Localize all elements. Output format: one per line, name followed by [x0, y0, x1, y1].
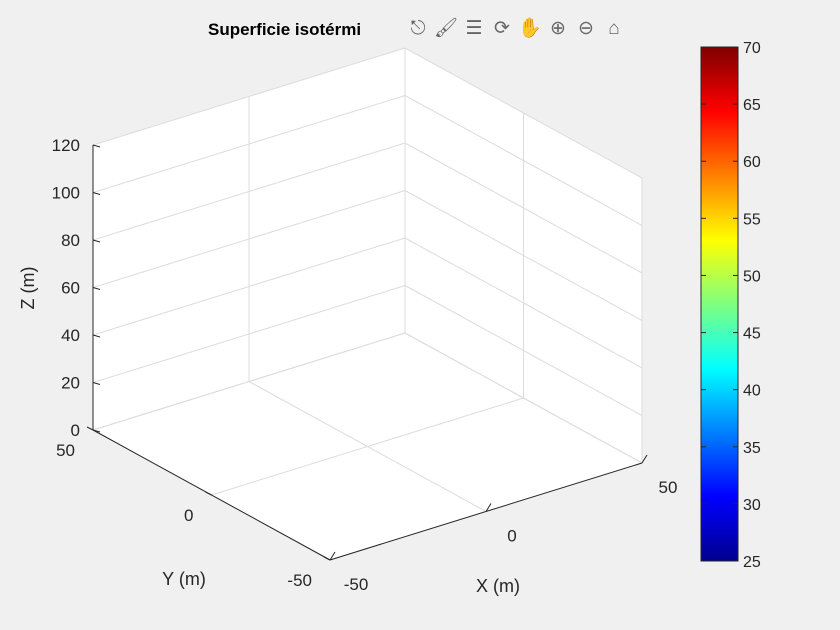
z-tick-label: 20: [61, 374, 80, 393]
z-tick: [92, 239, 101, 243]
rotate-icon[interactable]: ⟳: [494, 18, 510, 39]
colorbar-tick-label: 60: [743, 154, 761, 171]
x-tick: [485, 503, 492, 512]
home-icon[interactable]: ⌂: [608, 18, 620, 39]
colorbar-tick-label: 25: [743, 554, 761, 571]
colorbar-tick-label: 35: [743, 440, 761, 457]
colorbar-tick-label: 50: [743, 268, 761, 285]
datatip-icon[interactable]: ☰: [465, 18, 483, 39]
z-tick-label: 120: [52, 136, 80, 155]
zoom-out-icon[interactable]: ⊖: [578, 18, 594, 39]
z-axis-label: Z (m): [18, 267, 38, 310]
colorbar-tick-label: 55: [743, 211, 761, 228]
x-tick-label: 50: [659, 478, 678, 497]
colorbar: [700, 46, 739, 562]
y-tick: [86, 426, 94, 431]
colorbar-tick-label: 45: [743, 326, 761, 343]
y-tick: [323, 556, 331, 561]
y-tick-label: -50: [287, 571, 312, 590]
z-tick: [92, 192, 101, 195]
y-tick-label: 50: [56, 441, 75, 460]
z-tick: [92, 144, 101, 148]
z-tick-label: 80: [61, 231, 80, 250]
zoom-in-icon[interactable]: ⊕: [550, 18, 566, 39]
z-tick-label: 40: [61, 326, 80, 345]
axes-toolbar: ⎋ 🖌 ☰ ⟳ ✋ ⊕ ⊖ ⌂: [406, 16, 626, 42]
y-gridline: [92, 332, 406, 431]
x-tick-label: -50: [344, 575, 369, 594]
x-tick: [641, 454, 648, 464]
x-tick-label: 0: [507, 527, 516, 546]
pan-icon[interactable]: ✋: [518, 18, 542, 39]
x-tick: [329, 551, 336, 561]
export-icon[interactable]: ⎋: [410, 18, 426, 39]
z-tick-label: 0: [71, 421, 80, 440]
brush-icon[interactable]: 🖌: [434, 18, 459, 39]
colorbar-tick-label: 40: [743, 383, 761, 400]
z-tick: [92, 287, 101, 290]
y-tick: [205, 491, 212, 496]
z-tick: [92, 429, 101, 433]
z-tick: [92, 334, 101, 338]
colorbar-tick-label: 70: [743, 40, 761, 57]
colorbar-tick-label: 30: [743, 497, 761, 514]
y-axis-label: Y (m): [162, 569, 206, 589]
y-tick-label: 0: [184, 506, 193, 525]
z-tick-label: 60: [61, 279, 80, 298]
z-tick: [92, 382, 101, 385]
z-tick-label: 100: [52, 184, 80, 203]
colorbar-tick-label: 65: [743, 97, 761, 114]
x-axis-label: X (m): [476, 576, 520, 596]
chart-title: Superficie isotérmi: [208, 20, 362, 39]
y-gridline: [211, 397, 524, 496]
